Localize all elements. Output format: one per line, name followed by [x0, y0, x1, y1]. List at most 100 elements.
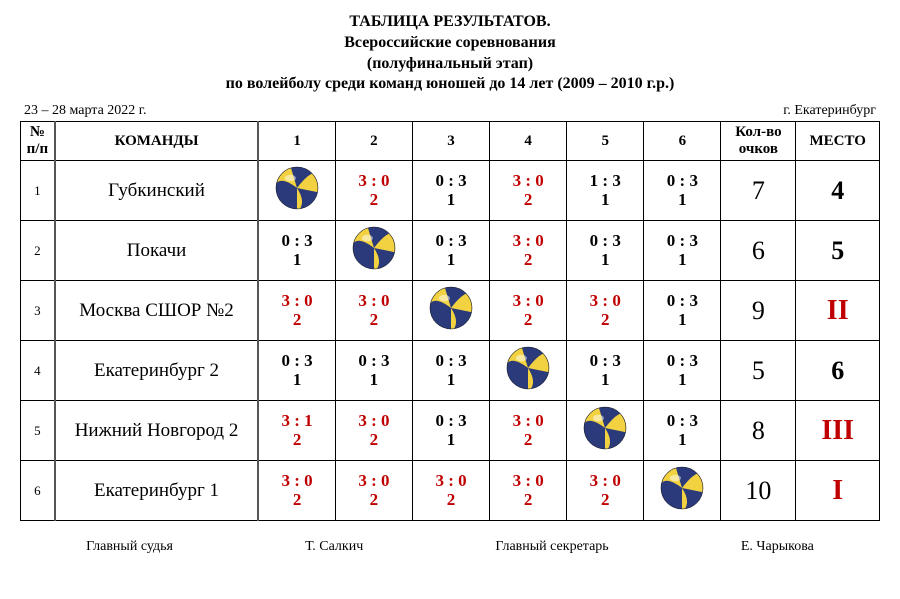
team-name: Покачи [55, 221, 259, 281]
score-cell: 3 : 12 [258, 401, 335, 461]
diagonal-cell [490, 341, 567, 401]
place-cell: 6 [796, 341, 880, 401]
score-cell: 0 : 31 [258, 221, 335, 281]
points-cell: 10 [721, 461, 796, 521]
score-text: 3 : 0 [494, 231, 562, 251]
diagonal-cell [335, 221, 412, 281]
volleyball-icon [429, 286, 473, 330]
score-sub: 2 [417, 490, 485, 510]
score-text: 3 : 0 [340, 411, 408, 431]
table-header-row: № п/п КОМАНДЫ 1 2 3 4 5 6 Кол-во очков М… [21, 122, 880, 161]
results-table: № п/п КОМАНДЫ 1 2 3 4 5 6 Кол-во очков М… [20, 121, 880, 521]
table-row: 2Покачи0 : 31 0 : 313 : 020 : 310 : 3165 [21, 221, 880, 281]
col-g1: 1 [258, 122, 335, 161]
col-team: КОМАНДЫ [55, 122, 259, 161]
score-text: 3 : 0 [263, 291, 331, 311]
secretary-label: Главный секретарь [495, 539, 608, 555]
volleyball-icon [660, 466, 704, 510]
score-text: 0 : 3 [571, 351, 639, 371]
row-index: 4 [21, 341, 55, 401]
score-sub: 1 [340, 370, 408, 390]
table-row: 6Екатеринбург 13 : 023 : 023 : 023 : 023… [21, 461, 880, 521]
score-cell: 0 : 31 [644, 161, 721, 221]
score-text: 0 : 3 [417, 351, 485, 371]
city-text: г. Екатеринбург [783, 103, 876, 119]
score-sub: 2 [571, 490, 639, 510]
score-cell: 0 : 31 [644, 341, 721, 401]
doc-header: ТАБЛИЦА РЕЗУЛЬТАТОВ. Всероссийские сорев… [20, 12, 880, 95]
score-text: 0 : 3 [648, 231, 716, 251]
dates-text: 23 – 28 марта 2022 г. [24, 103, 146, 119]
score-sub: 1 [571, 370, 639, 390]
score-text: 0 : 3 [263, 231, 331, 251]
score-text: 0 : 3 [648, 171, 716, 191]
score-cell: 3 : 02 [335, 401, 412, 461]
score-text: 3 : 0 [571, 471, 639, 491]
team-name: Екатеринбург 1 [55, 461, 259, 521]
score-text: 3 : 0 [494, 291, 562, 311]
score-cell: 0 : 31 [412, 341, 489, 401]
col-place: МЕСТО [796, 122, 880, 161]
col-g2: 2 [335, 122, 412, 161]
score-text: 0 : 3 [417, 171, 485, 191]
row-index: 3 [21, 281, 55, 341]
score-sub: 2 [340, 190, 408, 210]
score-sub: 1 [263, 250, 331, 270]
table-row: 4Екатеринбург 20 : 310 : 310 : 31 0 : 31… [21, 341, 880, 401]
score-text: 0 : 3 [648, 291, 716, 311]
col-points: Кол-во очков [721, 122, 796, 161]
score-cell: 0 : 31 [644, 281, 721, 341]
score-sub: 2 [340, 310, 408, 330]
team-name: Губкинский [55, 161, 259, 221]
row-index: 5 [21, 401, 55, 461]
points-cell: 8 [721, 401, 796, 461]
score-sub: 1 [417, 370, 485, 390]
volleyball-icon [352, 226, 396, 270]
place-cell: II [796, 281, 880, 341]
footer: Главный судья Т. Салкич Главный секретар… [20, 539, 880, 555]
score-cell: 3 : 02 [490, 401, 567, 461]
col-idx: № п/п [21, 122, 55, 161]
score-sub: 2 [494, 430, 562, 450]
header-line3: (полуфинальный этап) [20, 54, 880, 75]
score-text: 3 : 0 [340, 171, 408, 191]
table-row: 3Москва СШОР №23 : 023 : 02 3 : 023 : 02… [21, 281, 880, 341]
score-text: 3 : 0 [417, 471, 485, 491]
score-cell: 0 : 31 [258, 341, 335, 401]
header-line1: ТАБЛИЦА РЕЗУЛЬТАТОВ. [20, 12, 880, 33]
col-g3: 3 [412, 122, 489, 161]
score-text: 0 : 3 [417, 231, 485, 251]
table-row: 1Губкинский 3 : 020 : 313 : 021 : 310 : … [21, 161, 880, 221]
header-line2: Всероссийские соревнования [20, 33, 880, 54]
score-cell: 0 : 31 [644, 401, 721, 461]
row-index: 1 [21, 161, 55, 221]
score-text: 3 : 0 [494, 171, 562, 191]
volleyball-icon [275, 166, 319, 210]
score-sub: 2 [340, 430, 408, 450]
team-name: Екатеринбург 2 [55, 341, 259, 401]
score-sub: 1 [417, 250, 485, 270]
score-text: 3 : 0 [494, 411, 562, 431]
score-sub: 1 [648, 190, 716, 210]
points-cell: 5 [721, 341, 796, 401]
score-cell: 0 : 31 [335, 341, 412, 401]
score-cell: 0 : 31 [644, 221, 721, 281]
score-sub: 1 [263, 370, 331, 390]
score-cell: 3 : 02 [335, 281, 412, 341]
points-cell: 7 [721, 161, 796, 221]
score-text: 0 : 3 [263, 351, 331, 371]
score-cell: 3 : 02 [490, 221, 567, 281]
diagonal-cell [258, 161, 335, 221]
diagonal-cell [412, 281, 489, 341]
subline: 23 – 28 марта 2022 г. г. Екатеринбург [20, 103, 880, 121]
score-sub: 2 [340, 490, 408, 510]
score-sub: 2 [494, 490, 562, 510]
col-g5: 5 [567, 122, 644, 161]
score-text: 1 : 3 [571, 171, 639, 191]
score-sub: 2 [494, 190, 562, 210]
score-cell: 0 : 31 [567, 221, 644, 281]
score-text: 0 : 3 [340, 351, 408, 371]
score-sub: 2 [571, 310, 639, 330]
score-sub: 2 [494, 250, 562, 270]
score-cell: 3 : 02 [490, 161, 567, 221]
